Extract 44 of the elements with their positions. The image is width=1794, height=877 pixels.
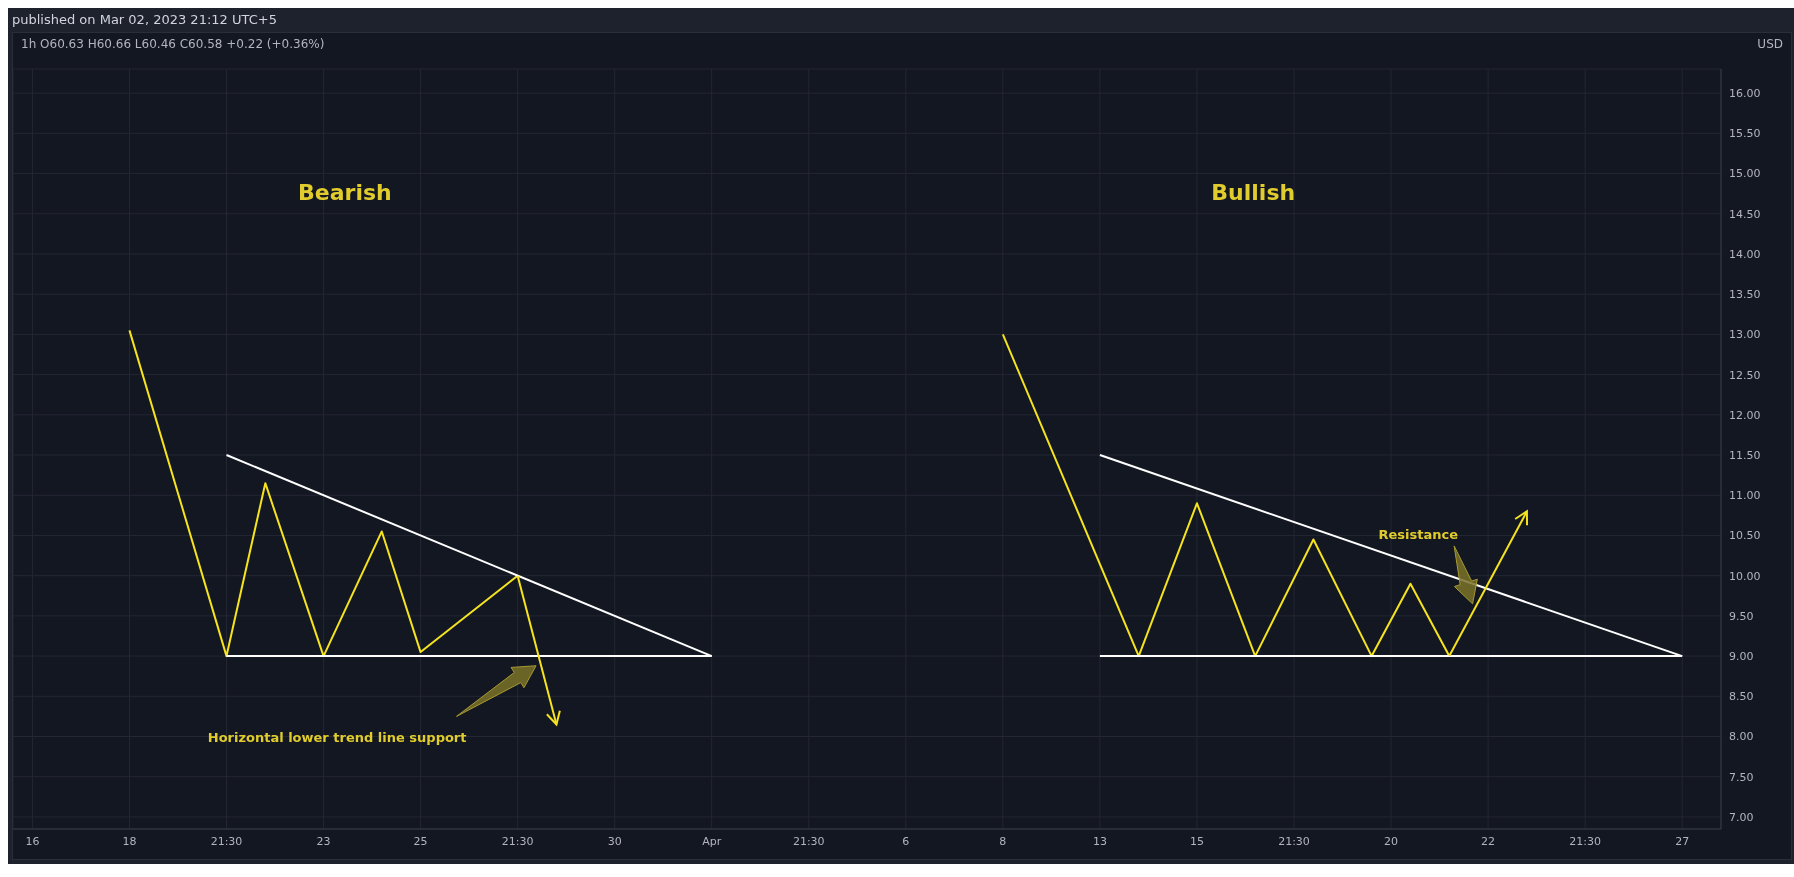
y-tick-label: 11.50 [1729,448,1761,462]
y-tick-label: 8.00 [1729,730,1754,744]
y-axis-title: USD [1757,37,1783,53]
annotation: Bearish [298,179,392,205]
y-tick-label: 11.00 [1729,489,1761,503]
y-tick-label: 15.00 [1729,167,1761,181]
x-tick-label: 22 [1481,834,1496,848]
x-tick-label: 25 [413,834,428,848]
x-tick-label: 30 [607,834,622,848]
y-tick-label: 8.50 [1729,690,1754,704]
x-tick-label: 20 [1384,834,1399,848]
x-tick-label: 8 [999,834,1007,848]
y-tick-label: 13.00 [1729,328,1761,342]
x-tick-label: 6 [902,834,910,848]
x-tick-label: 23 [316,834,331,848]
x-tick-label: 21:30 [1278,834,1310,848]
y-tick-label: 16.00 [1729,87,1761,101]
x-tick-label: 21:30 [1569,834,1601,848]
y-tick-label: 9.50 [1729,609,1754,623]
y-tick-label: 7.00 [1729,810,1754,824]
x-tick-label: 13 [1092,834,1107,848]
x-tick-label: 21:30 [501,834,534,848]
text: published on Mar 02, 2023 21:12 UTC+5 [12,12,278,29]
x-tick-label: 21:30 [792,834,825,848]
x-tick-label: 16 [25,834,40,848]
x-tick-label: Apr [702,834,722,848]
chart-title: 1h O60.63 H60.66 L60.46 C60.58 +0.22 (+0.36%) [21,37,325,53]
y-tick-label: 15.50 [1729,127,1761,141]
y-tick-label: 9.00 [1729,649,1754,663]
x-tick-label: 18 [122,834,137,848]
y-tick-label: 7.50 [1729,770,1754,784]
y-tick-label: 12.50 [1729,368,1761,382]
y-tick-label: 14.50 [1729,207,1761,221]
y-tick-label: 10.50 [1729,529,1761,543]
x-tick-label: 15 [1189,834,1204,848]
x-tick-label: 21:30 [210,834,243,848]
annotation: Resistance [1378,526,1459,542]
x-tick-label: 27 [1675,834,1690,848]
y-tick-label: 14.00 [1729,247,1761,261]
annotation: Bullish [1211,179,1296,205]
y-tick-label: 12.00 [1729,408,1761,422]
y-tick-label: 13.50 [1729,288,1761,302]
annotation: Horizontal lower trend line support [207,730,467,746]
y-tick-label: 10.00 [1729,569,1761,583]
